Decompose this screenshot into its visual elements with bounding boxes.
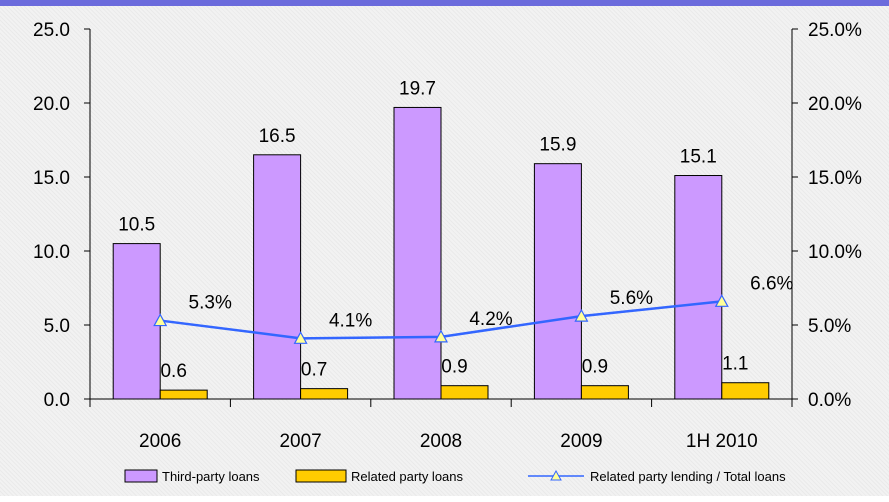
line-marker-2 [433, 329, 449, 343]
data-label-related-party: 0.6 [160, 361, 186, 382]
legend-label-third-party: Third-party loans [162, 469, 260, 484]
x-tick-label: 2007 [279, 431, 321, 452]
line-marker-4 [714, 294, 729, 307]
x-tick-label: 2009 [560, 431, 602, 452]
data-label-ratio: 4.1% [329, 310, 372, 331]
legend-label-related-party: Related party loans [351, 469, 464, 484]
bar-third-party-2 [393, 106, 442, 400]
legend-label-ratio: Related party lending / Total loans [590, 469, 786, 484]
y-left-tick-label: 20.0 [33, 94, 70, 115]
y-right-tick-label: 15.0% [808, 168, 862, 189]
x-tick-label: 2006 [139, 431, 181, 452]
bar-related-party-1 [300, 388, 349, 400]
y-left-tick-label: 5.0 [44, 316, 70, 337]
data-label-third-party: 15.9 [539, 135, 576, 156]
bar-related-party-2 [440, 385, 489, 400]
bar-third-party-4 [674, 175, 723, 400]
data-label-related-party: 0.9 [441, 357, 467, 378]
y-right-tick-label: 0.0% [808, 390, 851, 411]
y-right-tick-label: 20.0% [808, 94, 862, 115]
data-label-third-party: 15.1 [680, 147, 717, 168]
data-label-ratio: 5.6% [610, 288, 653, 309]
line-marker-0 [153, 313, 168, 327]
line-marker-1 [293, 331, 308, 344]
y-right-tick-label: 25.0% [808, 20, 862, 41]
x-tick-label: 1H 2010 [686, 431, 758, 452]
data-label-third-party: 19.7 [399, 78, 436, 99]
line-marker-3 [574, 308, 589, 322]
bar-third-party-3 [533, 163, 582, 400]
bar-related-party-3 [580, 385, 629, 400]
data-label-ratio: 6.6% [750, 273, 793, 294]
data-label-ratio: 4.2% [469, 309, 512, 330]
data-label-third-party: 16.5 [259, 126, 296, 147]
chart: 0.0 5.0 10.0 15.0 20.0 25.0 0.0% 5.0% 10.0% 15.0%… [33, 20, 862, 484]
bar-third-party-1 [253, 154, 302, 400]
data-label-related-party: 0.9 [582, 357, 608, 378]
y-left-tick-label: 15.0 [33, 168, 70, 189]
data-label-third-party: 10.5 [118, 215, 155, 236]
data-label-ratio: 5.3% [189, 293, 232, 314]
legend-swatch-ratio-marker [550, 469, 562, 481]
bar-third-party-0 [112, 243, 161, 400]
bar-related-party-4 [721, 382, 770, 400]
data-label-related-party: 1.1 [722, 354, 748, 375]
y-right-tick-label: 5.0% [808, 316, 851, 337]
x-tick-label: 2008 [420, 431, 462, 452]
y-left-tick-label: 0.0 [44, 390, 70, 411]
legend-swatch-related-party [295, 469, 347, 483]
bar-related-party-0 [159, 389, 208, 400]
y-left-tick-label: 25.0 [33, 20, 70, 41]
legend-swatch-third-party [124, 469, 158, 483]
data-label-related-party: 0.7 [301, 360, 327, 381]
y-right-tick-label: 10.0% [808, 242, 862, 263]
y-left-tick-label: 10.0 [33, 242, 70, 263]
